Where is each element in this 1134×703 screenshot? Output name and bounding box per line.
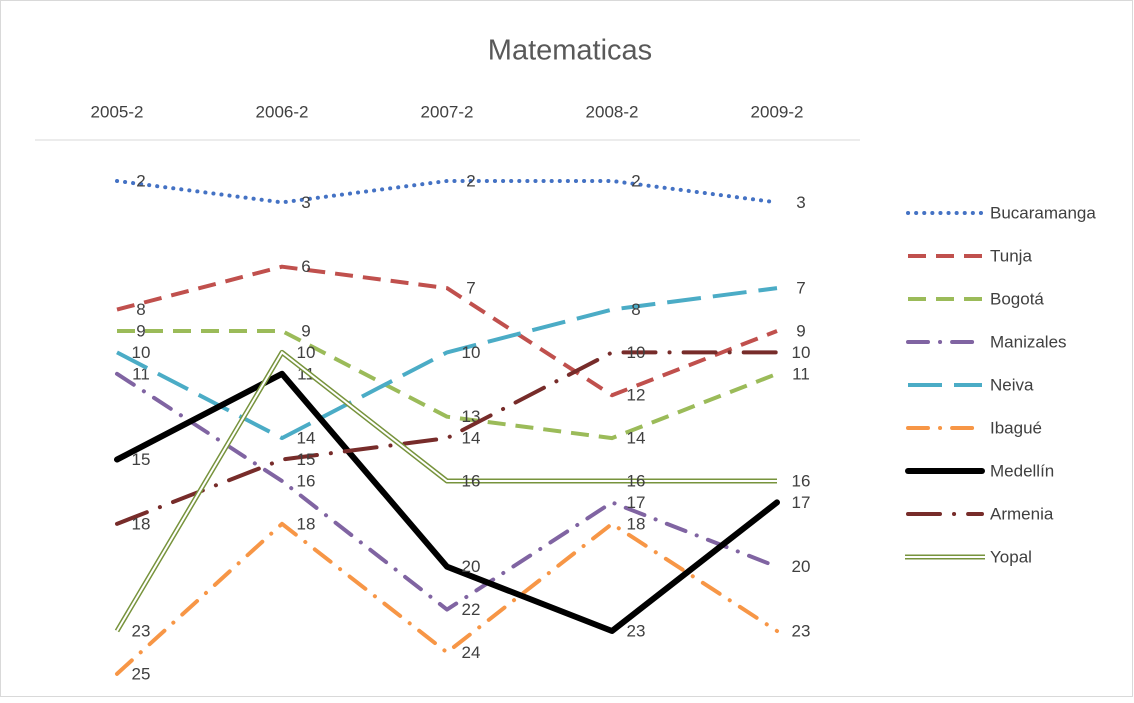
data-label: 20 (462, 557, 481, 576)
series-line (115, 521, 779, 676)
data-label: 11 (792, 364, 810, 383)
data-label: 15 (297, 450, 316, 469)
data-label: 16 (297, 471, 316, 490)
legend-label: Tunja (990, 246, 1032, 265)
chart-title: Matematicas (488, 35, 652, 67)
data-label: 18 (627, 514, 646, 533)
series-line (115, 178, 779, 205)
legend-label: Yopal (990, 547, 1032, 566)
data-label: 17 (792, 493, 811, 512)
data-label: 25 (132, 664, 151, 683)
data-label: 23 (792, 621, 811, 640)
x-tick-label: 2006-2 (256, 102, 309, 121)
series-line-inner (116, 350, 777, 632)
data-label: 2 (631, 171, 640, 190)
legend-label: Armenia (990, 504, 1054, 523)
legend-label: Neiva (990, 375, 1034, 394)
data-label: 14 (627, 429, 646, 448)
series-line (116, 286, 778, 441)
data-label: 10 (132, 343, 151, 362)
data-label: 15 (132, 450, 151, 469)
data-label: 24 (462, 643, 481, 662)
series-line (114, 370, 780, 634)
data-label: 10 (792, 343, 811, 362)
legend-label: Bucaramanga (990, 203, 1096, 222)
legend-label: Medellín (990, 461, 1054, 480)
data-label: 2 (136, 171, 145, 190)
data-label: 22 (462, 600, 481, 619)
data-label: 17 (627, 493, 646, 512)
data-label: 23 (627, 621, 646, 640)
legend-label: Bogotá (990, 289, 1044, 308)
legend-label: Manizales (990, 332, 1067, 351)
data-label: 3 (796, 193, 805, 212)
data-label: 14 (297, 429, 316, 448)
data-label: 20 (792, 557, 811, 576)
data-label: 2 (466, 171, 475, 190)
data-label: 16 (627, 471, 646, 490)
data-label: 23 (132, 621, 151, 640)
x-tick-label: 2005-2 (91, 102, 144, 121)
data-label: 3 (301, 193, 310, 212)
data-label: 8 (631, 300, 640, 319)
data-label: 9 (796, 321, 805, 340)
data-label: 8 (136, 300, 145, 319)
data-label: 12 (627, 386, 646, 405)
data-label: 6 (301, 257, 310, 276)
x-tick-label: 2007-2 (421, 102, 474, 121)
data-label: 10 (297, 343, 316, 362)
series-line (116, 264, 778, 398)
x-tick-label: 2009-2 (751, 102, 804, 121)
data-label: 18 (297, 514, 316, 533)
data-label: 7 (466, 279, 475, 298)
data-label: 14 (462, 429, 481, 448)
data-label: 7 (796, 279, 805, 298)
x-tick-label: 2008-2 (586, 102, 639, 121)
data-label: 10 (627, 343, 646, 362)
data-label: 9 (136, 321, 145, 340)
data-label: 10 (462, 343, 481, 362)
data-label: 16 (792, 471, 811, 490)
series-line (117, 328, 778, 441)
data-label: 18 (132, 514, 151, 533)
data-label: 16 (462, 471, 481, 490)
data-label: 9 (301, 321, 310, 340)
legend-label: Ibagué (990, 418, 1042, 437)
